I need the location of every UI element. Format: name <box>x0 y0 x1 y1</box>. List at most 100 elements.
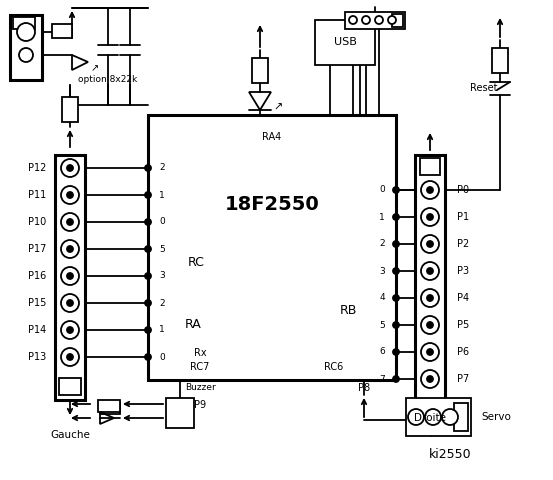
Text: 2: 2 <box>159 164 165 172</box>
Circle shape <box>61 159 79 177</box>
Bar <box>345 12 405 29</box>
Circle shape <box>67 219 73 225</box>
Circle shape <box>145 165 151 171</box>
Circle shape <box>67 327 73 333</box>
Text: 1: 1 <box>159 191 165 200</box>
Circle shape <box>67 300 73 306</box>
Text: P1: P1 <box>457 212 469 222</box>
Circle shape <box>421 343 439 361</box>
Circle shape <box>67 246 73 252</box>
Circle shape <box>67 192 73 198</box>
Text: P2: P2 <box>457 239 469 249</box>
Circle shape <box>427 268 433 274</box>
Text: RC6: RC6 <box>325 362 343 372</box>
Bar <box>392 14 403 27</box>
Circle shape <box>427 187 433 193</box>
Text: Gauche: Gauche <box>50 430 90 440</box>
Text: 1: 1 <box>159 325 165 335</box>
Text: P7: P7 <box>457 374 469 384</box>
Circle shape <box>421 316 439 334</box>
Bar <box>492 48 508 73</box>
Text: 18F2550: 18F2550 <box>225 195 320 215</box>
Text: P8: P8 <box>358 383 370 393</box>
Text: 0: 0 <box>159 217 165 227</box>
Text: 5: 5 <box>159 244 165 253</box>
Text: P16: P16 <box>28 271 46 281</box>
Text: Buzzer: Buzzer <box>185 384 215 393</box>
Bar <box>420 158 440 175</box>
Circle shape <box>427 376 433 382</box>
Circle shape <box>393 187 399 193</box>
Bar <box>55 155 85 400</box>
Text: P6: P6 <box>457 347 469 357</box>
Bar <box>406 398 471 436</box>
Circle shape <box>427 241 433 247</box>
Circle shape <box>421 208 439 226</box>
Circle shape <box>393 376 399 382</box>
Text: 0: 0 <box>379 185 385 194</box>
Text: P17: P17 <box>28 244 46 254</box>
Text: 0: 0 <box>159 352 165 361</box>
Circle shape <box>427 214 433 220</box>
Text: 4: 4 <box>379 293 385 302</box>
Text: 5: 5 <box>379 321 385 329</box>
Circle shape <box>61 240 79 258</box>
Circle shape <box>67 165 73 171</box>
Text: P0: P0 <box>457 185 469 195</box>
Text: option 8x22k: option 8x22k <box>78 75 137 84</box>
Circle shape <box>145 300 151 306</box>
Text: P4: P4 <box>457 293 469 303</box>
Text: 1: 1 <box>379 213 385 221</box>
Circle shape <box>393 214 399 220</box>
Circle shape <box>362 16 370 24</box>
Circle shape <box>19 48 33 62</box>
Bar <box>454 403 468 431</box>
Bar <box>100 402 120 414</box>
Text: Droite: Droite <box>414 413 446 423</box>
Bar <box>315 20 375 65</box>
Bar <box>52 24 72 38</box>
Circle shape <box>421 235 439 253</box>
Circle shape <box>61 186 79 204</box>
Text: 3: 3 <box>379 266 385 276</box>
Circle shape <box>393 241 399 247</box>
Circle shape <box>375 16 383 24</box>
Bar <box>98 400 120 412</box>
Text: 2: 2 <box>379 240 385 249</box>
Bar <box>62 97 78 122</box>
Text: 6: 6 <box>379 348 385 357</box>
Circle shape <box>427 349 433 355</box>
Text: P13: P13 <box>28 352 46 362</box>
Circle shape <box>145 327 151 333</box>
Circle shape <box>425 409 441 425</box>
Circle shape <box>145 354 151 360</box>
Text: P15: P15 <box>28 298 46 308</box>
Bar <box>148 115 396 380</box>
Text: P14: P14 <box>28 325 46 335</box>
Circle shape <box>427 295 433 301</box>
Text: ↗: ↗ <box>91 63 99 73</box>
Circle shape <box>61 294 79 312</box>
Text: RC7: RC7 <box>190 362 210 372</box>
Text: ki2550: ki2550 <box>429 448 471 461</box>
Bar <box>166 398 194 428</box>
Text: 3: 3 <box>159 272 165 280</box>
Text: P3: P3 <box>457 266 469 276</box>
Text: P9: P9 <box>194 400 206 410</box>
Circle shape <box>442 409 458 425</box>
Text: RA: RA <box>185 319 201 332</box>
Circle shape <box>17 23 35 41</box>
Circle shape <box>61 348 79 366</box>
Circle shape <box>393 322 399 328</box>
Circle shape <box>145 219 151 225</box>
Text: ↗: ↗ <box>273 103 283 113</box>
Circle shape <box>61 321 79 339</box>
Circle shape <box>349 16 357 24</box>
Circle shape <box>408 409 424 425</box>
Bar <box>415 155 445 400</box>
Text: 2: 2 <box>159 299 165 308</box>
Text: P5: P5 <box>457 320 469 330</box>
Bar <box>10 15 42 80</box>
Circle shape <box>421 370 439 388</box>
Circle shape <box>67 273 73 279</box>
